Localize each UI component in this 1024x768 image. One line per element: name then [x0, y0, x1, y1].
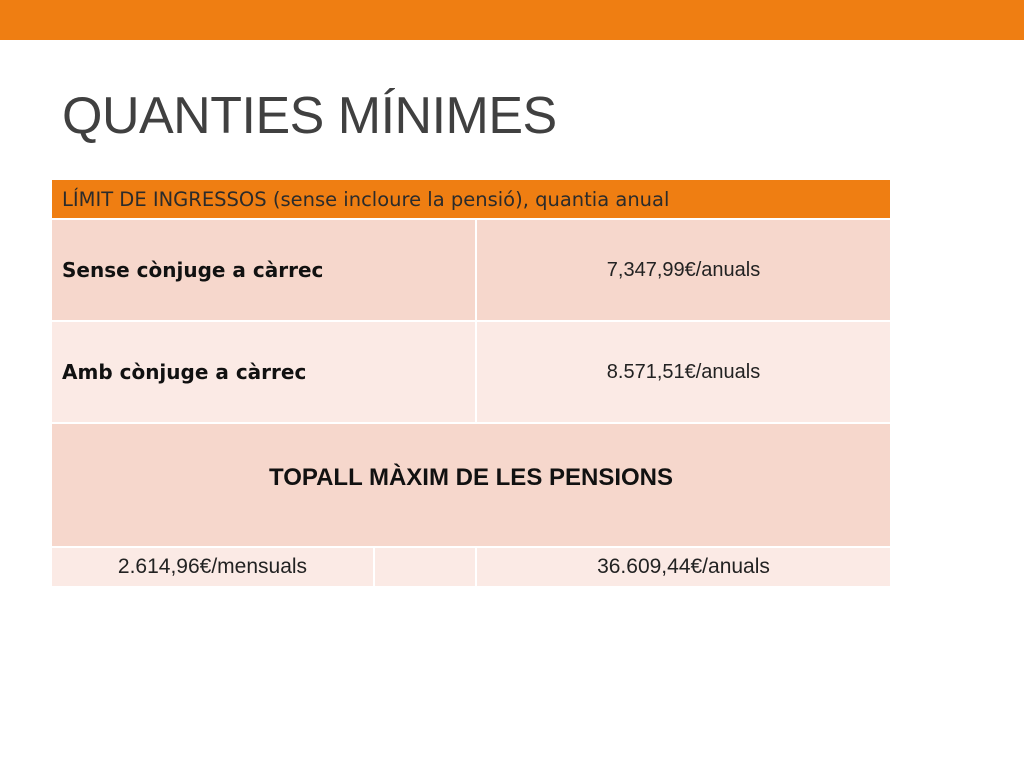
row-label: Sense cònjuge a càrrec [62, 258, 324, 282]
row-label: Amb cònjuge a càrrec [62, 360, 307, 384]
monthly-value: 2.614,96€/mensuals [117, 555, 308, 578]
empty-cell [375, 548, 477, 586]
table-row-bottom: 2.614,96€/mensuals 36.609,44€/anuals [52, 548, 890, 588]
row-label-cell: Amb cònjuge a càrrec [52, 322, 477, 422]
annual-value: 36.609,44€/anuals [597, 555, 770, 578]
row-value: 8.571,51€/anuals [606, 360, 761, 383]
top-accent-bar [0, 0, 1024, 40]
row-value-cell: 7,347,99€/anuals [477, 220, 890, 320]
table-header-text: LÍMIT DE INGRESSOS (sense incloure la pe… [62, 187, 670, 211]
table-row: Sense cònjuge a càrrec 7,347,99€/anuals [52, 220, 890, 322]
annual-cell: 36.609,44€/anuals [477, 548, 890, 586]
section-title-cell: TOPALL MÀXIM DE LES PENSIONS [52, 424, 890, 546]
section-title-row: TOPALL MÀXIM DE LES PENSIONS [52, 424, 890, 548]
section-title: TOPALL MÀXIM DE LES PENSIONS [268, 464, 674, 491]
slide-title: QUANTIES MÍNIMES [62, 87, 557, 145]
row-label-cell: Sense cònjuge a càrrec [52, 220, 477, 320]
table-row: Amb cònjuge a càrrec 8.571,51€/anuals [52, 322, 890, 424]
data-table: LÍMIT DE INGRESSOS (sense incloure la pe… [52, 180, 890, 588]
row-value-cell: 8.571,51€/anuals [477, 322, 890, 422]
table-header-row: LÍMIT DE INGRESSOS (sense incloure la pe… [52, 180, 890, 220]
row-value: 7,347,99€/anuals [606, 258, 761, 281]
monthly-cell: 2.614,96€/mensuals [52, 548, 375, 586]
